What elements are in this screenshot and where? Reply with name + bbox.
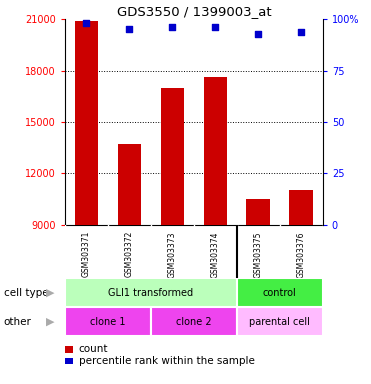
- Bar: [246, 199, 270, 225]
- Text: cell type: cell type: [4, 288, 48, 298]
- Point: [83, 20, 89, 26]
- Text: parental cell: parental cell: [249, 316, 310, 327]
- Text: GSM303371: GSM303371: [82, 231, 91, 278]
- Bar: [65, 307, 151, 336]
- Bar: [65, 278, 237, 307]
- Text: GSM303375: GSM303375: [254, 231, 263, 278]
- Text: percentile rank within the sample: percentile rank within the sample: [79, 356, 255, 366]
- Bar: [237, 307, 323, 336]
- Bar: [75, 21, 98, 225]
- Text: control: control: [263, 288, 297, 298]
- Point: [127, 26, 132, 33]
- Point: [255, 30, 261, 36]
- Text: ▶: ▶: [46, 316, 54, 327]
- Text: ▶: ▶: [46, 288, 54, 298]
- Bar: [161, 88, 184, 225]
- Text: GSM303373: GSM303373: [168, 231, 177, 278]
- Text: clone 2: clone 2: [176, 316, 212, 327]
- Text: GSM303374: GSM303374: [211, 231, 220, 278]
- Bar: [118, 144, 141, 225]
- Bar: [204, 78, 227, 225]
- Bar: [237, 278, 323, 307]
- Text: clone 1: clone 1: [90, 316, 126, 327]
- Text: count: count: [79, 344, 108, 354]
- Point: [170, 24, 175, 30]
- Point: [298, 28, 304, 35]
- Text: GSM303372: GSM303372: [125, 231, 134, 278]
- Title: GDS3550 / 1399003_at: GDS3550 / 1399003_at: [116, 5, 271, 18]
- Bar: [151, 307, 237, 336]
- Text: GSM303376: GSM303376: [297, 231, 306, 278]
- Point: [212, 24, 218, 30]
- Text: other: other: [4, 316, 32, 327]
- Bar: [289, 190, 313, 225]
- Text: GLI1 transformed: GLI1 transformed: [108, 288, 193, 298]
